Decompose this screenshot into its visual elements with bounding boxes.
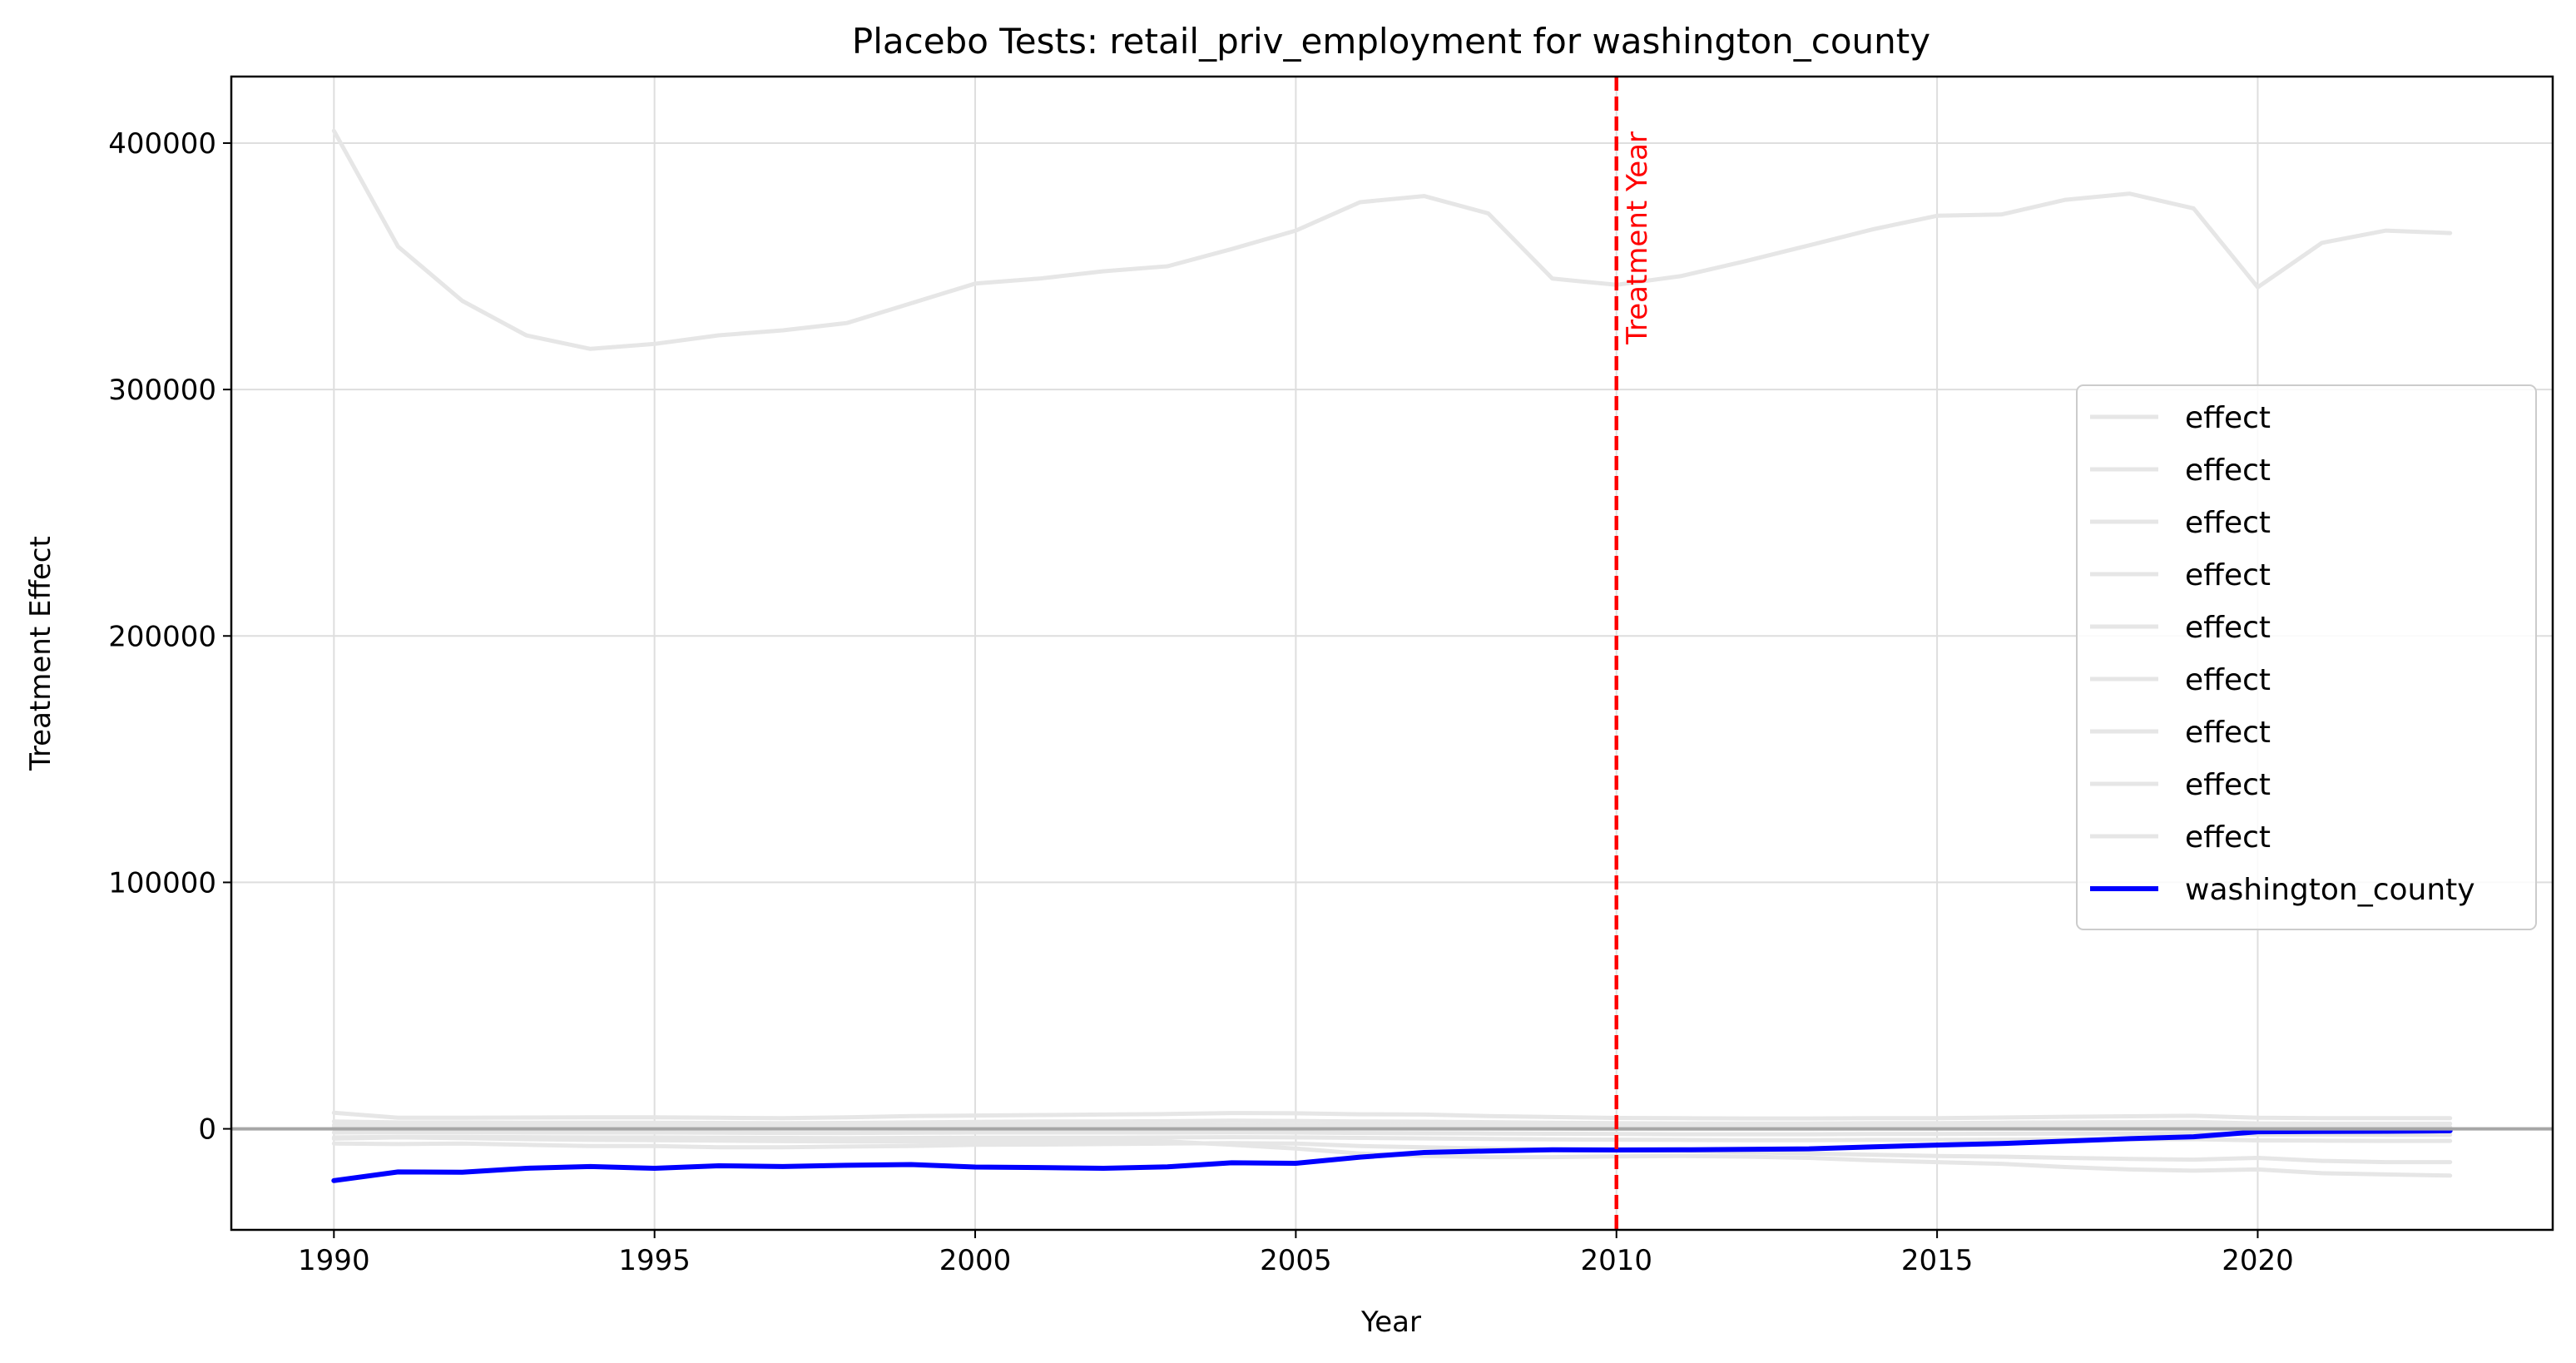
legend-entry: washington_county: [2185, 873, 2475, 907]
washington-county-line: [331, 1128, 2453, 1183]
x-tick-label: 1995: [618, 1244, 691, 1277]
treatment-year-label: Treatment Year: [1621, 131, 1654, 345]
placebo-effect-line: [331, 128, 2453, 351]
x-tick-label: 2005: [1260, 1244, 1332, 1277]
legend-entry: effect: [2185, 401, 2271, 435]
legend-entry: effect: [2185, 663, 2271, 697]
x-tick-label: 2010: [1580, 1244, 1652, 1277]
x-tick-label: 2020: [2222, 1244, 2294, 1277]
legend-entry: effect: [2185, 820, 2271, 855]
plot-frame: [230, 75, 2554, 1232]
legend-box: [2076, 384, 2537, 930]
placebo-effect-line: [331, 1130, 2453, 1137]
x-tick-label: 2015: [1901, 1244, 1974, 1277]
legend: effect effect effect effect effect effect effe…: [2076, 384, 2537, 930]
legend-entry: effect: [2185, 768, 2271, 802]
reference-lines: Treatment Year: [231, 77, 2553, 1230]
placebo-effect-line: [331, 1110, 2453, 1121]
placebo-effect-line: [331, 1123, 2453, 1129]
x-axis-label: Year: [1360, 1306, 1421, 1339]
legend-entry: effect: [2185, 611, 2271, 645]
legend-entry: effect: [2185, 716, 2271, 750]
x-tick-label: 2000: [939, 1244, 1012, 1277]
legend-entry: effect: [2185, 454, 2271, 488]
legend-entry: effect: [2185, 506, 2271, 540]
y-tick-label: 400000: [108, 127, 216, 161]
y-axis-label: Treatment Effect: [24, 536, 57, 771]
y-tick-label: 0: [198, 1113, 216, 1147]
y-tick-label: 300000: [108, 374, 216, 407]
x-tick-label: 1990: [298, 1244, 370, 1277]
legend-entry: effect: [2185, 558, 2271, 592]
placebo-effect-line: [331, 1118, 2453, 1126]
y-tick-label: 100000: [108, 866, 216, 900]
y-tick-label: 200000: [108, 620, 216, 653]
axis-ticks: 1990 1995 2000 2005 2010 2015 2020 0 100000 20000…: [108, 127, 2294, 1277]
placebo-effect-line: [331, 1141, 2453, 1165]
chart-title: Placebo Tests: retail_priv_employment fo…: [852, 21, 1930, 62]
